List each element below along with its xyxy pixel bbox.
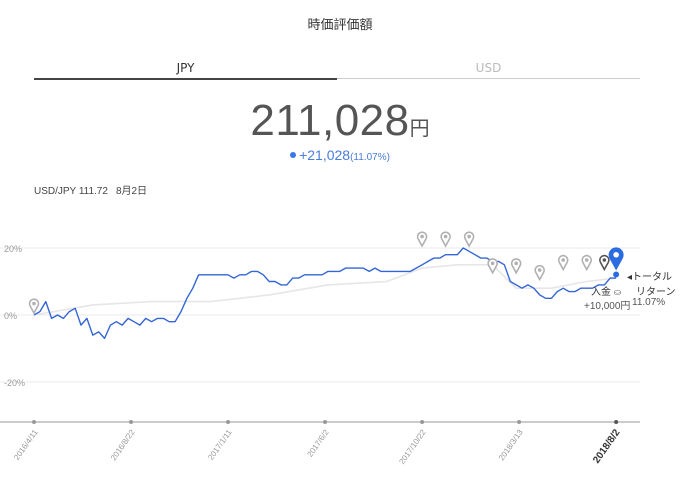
map-pin-icon (416, 231, 428, 248)
total-return-label-1: トータル (632, 272, 673, 283)
tab-jpy[interactable]: JPY (34, 58, 337, 80)
total-value-number: 211,028 (250, 96, 410, 145)
map-pin-icon (510, 258, 522, 275)
map-pin-icon (463, 231, 475, 248)
benchmark-series-line (33, 263, 617, 316)
x-tick-dot (323, 420, 328, 424)
portfolio-series-line (33, 247, 617, 340)
map-pin-icon (440, 231, 451, 248)
x-tick-label: 2016/4/11 (12, 428, 40, 462)
total-value-unit: 円 (409, 116, 430, 140)
fx-rate: USD/JPY 111.72 8月2日 (34, 182, 155, 197)
deposit-icon: ⛀ (613, 287, 622, 297)
x-tick-label: 2017/1/11 (206, 428, 234, 462)
y-tick-label: 0% (4, 311, 17, 321)
x-tick-dot (32, 420, 36, 424)
map-pin-center (561, 258, 565, 262)
x-tick-label: 2017/6/2 (305, 428, 331, 459)
currency-tabs: JPY USD (34, 58, 640, 80)
x-tick-dot (129, 420, 134, 424)
x-tick-dot (420, 420, 425, 424)
map-pin-center (514, 261, 518, 266)
deposit-amount: +10,000円 (584, 301, 631, 312)
total-return-label-2: リターン (636, 287, 676, 298)
change-dot-icon (290, 151, 297, 158)
map-pin-icon (487, 258, 498, 275)
x-tick-dot (226, 420, 231, 424)
map-pin-center (584, 258, 589, 262)
change-value: +21,028 (299, 147, 351, 163)
y-tick-label: -20% (4, 378, 25, 388)
change-percent: (11.07%) (350, 152, 390, 163)
x-tick-label: 2018/3/13 (497, 428, 525, 463)
deposit-annotation: 入金 ⛀ (591, 283, 621, 298)
page-title: 時価評価額 (307, 18, 373, 33)
x-tick-dot (517, 420, 522, 424)
map-pin-icon (557, 254, 569, 272)
tab-usd[interactable]: USD (337, 58, 640, 79)
fx-date: 8月2日 (115, 186, 148, 197)
map-pin-center (420, 234, 424, 239)
map-pin-center (467, 234, 471, 239)
map-pin-center (602, 258, 607, 262)
map-pin-center (32, 301, 36, 306)
total-change: +21,028(11.07%) (0, 147, 680, 163)
y-tick-label: 20% (4, 244, 22, 254)
fx-pair: USD/JPY 111.72 (34, 186, 108, 197)
current-point-dot (613, 271, 620, 278)
map-pin-icon (581, 254, 592, 272)
map-pin-icon (599, 254, 610, 272)
total-return-annotation: ◂トータル (627, 268, 672, 283)
deposit-label: 入金 (591, 287, 611, 298)
x-tick-label: 2017/10/22 (397, 428, 428, 466)
total-return-arrow-icon: ◂ (627, 272, 633, 283)
map-pin-center (443, 234, 448, 239)
x-tick-label: 2016/8/22 (109, 428, 137, 463)
map-pin-center (537, 268, 542, 272)
map-pin-center (613, 251, 619, 258)
x-tick-label: 2018/8/2 (591, 427, 623, 466)
map-pin-center (490, 261, 495, 266)
x-tick-dot (614, 420, 619, 424)
map-pin-icon (608, 247, 624, 271)
total-return-percent: 11.07% (632, 297, 666, 308)
map-pin-icon (28, 298, 40, 315)
total-value: 211,028円 (0, 96, 680, 146)
map-pin-icon (534, 264, 545, 282)
